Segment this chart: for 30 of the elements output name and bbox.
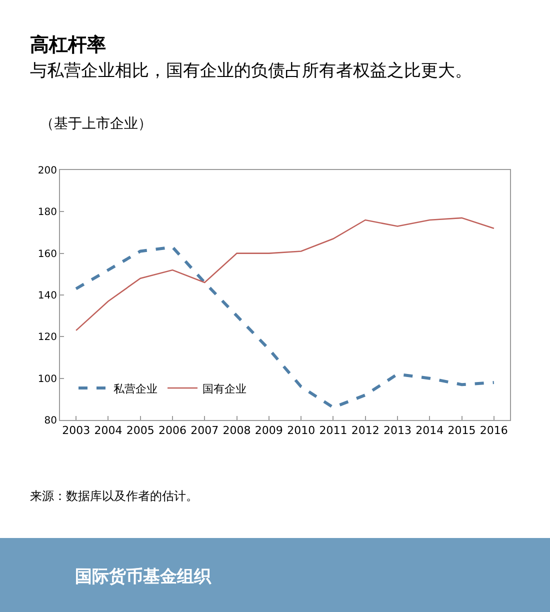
- x-tick-label: 2003: [62, 424, 90, 438]
- x-tick-label: 2013: [384, 424, 412, 438]
- text: （基于上市企业）: [40, 115, 152, 133]
- y-tick-label: 80: [44, 416, 57, 426]
- chart-subtitle: 与私营企业相比，国有企业的负债占所有者权益之比更大。: [30, 60, 473, 83]
- x-tick-label: 2008: [222, 424, 251, 438]
- x-tick-label: 2015: [448, 424, 476, 438]
- x-tick-label: 2005: [126, 424, 154, 438]
- chart-title: 高杠杆率: [30, 33, 106, 58]
- x-tick-label: 2006: [158, 424, 186, 438]
- x-tick-label: 2007: [190, 424, 219, 438]
- x-tick-label: 2009: [254, 424, 283, 438]
- y-tick-label: 100: [38, 374, 57, 385]
- source-note: 来源：数据库以及作者的估计。: [30, 488, 198, 505]
- legend-label: 国有企业: [202, 382, 246, 396]
- line-series: [75, 217, 495, 332]
- x-tick-label: 2010: [287, 424, 316, 438]
- y-tick-label: 200: [38, 166, 57, 176]
- text: 国际货币基金组织: [75, 566, 211, 588]
- y-tick-label: 180: [38, 207, 57, 218]
- x-tick-label: 2004: [94, 424, 122, 438]
- y-tick-label: 160: [38, 248, 57, 260]
- x-tick-label: 2014: [416, 424, 444, 438]
- y-tick-label: 140: [38, 290, 57, 302]
- line-series: [74, 246, 496, 409]
- x-tick-label: 2011: [319, 424, 348, 438]
- y-tick-label: 120: [38, 332, 57, 344]
- x-tick-label: 2012: [351, 424, 380, 438]
- x-tick-label: 2016: [480, 424, 508, 438]
- legend-label: 私营企业: [114, 382, 158, 396]
